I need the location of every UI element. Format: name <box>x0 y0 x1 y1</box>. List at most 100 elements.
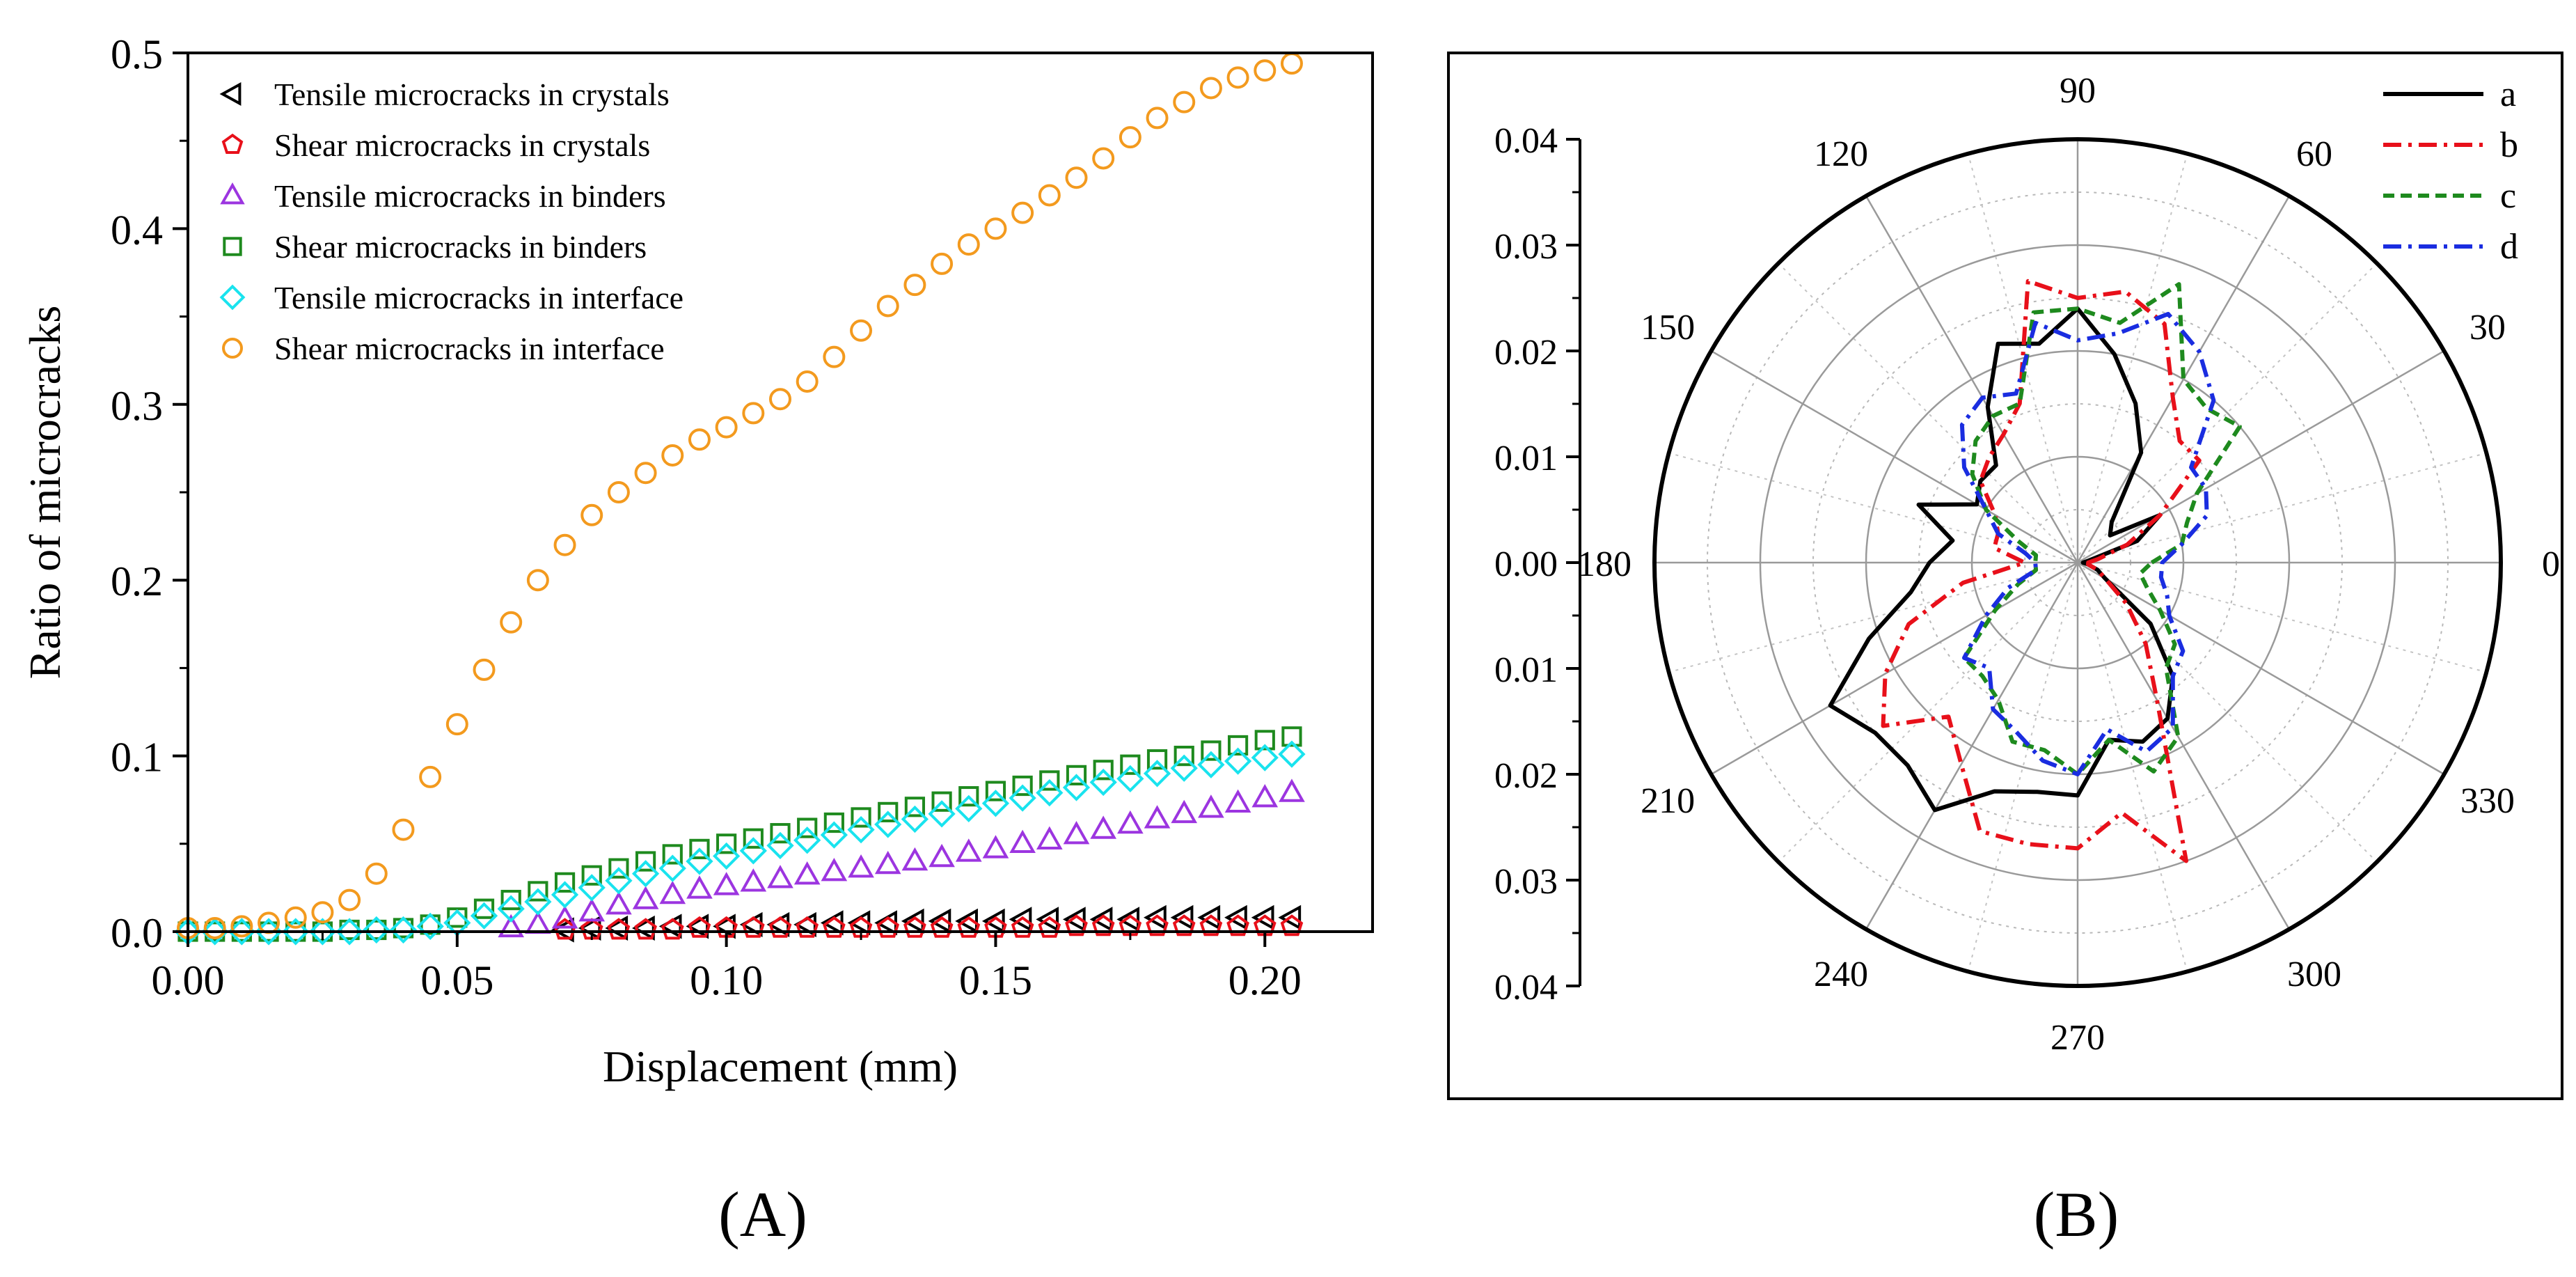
data-point <box>1198 794 1224 818</box>
data-point <box>688 916 711 938</box>
data-point <box>392 818 415 841</box>
data-point <box>1062 907 1086 932</box>
data-point <box>1144 904 1167 930</box>
y-tick-label: 0.0 <box>111 910 163 956</box>
panel-b-angle-labels: 0 30 60 90 120 150 180 210 240 270 300 330 <box>1577 71 2560 1058</box>
data-point <box>311 901 334 924</box>
data-point <box>820 821 848 849</box>
data-point <box>851 807 871 828</box>
data-point <box>928 908 951 934</box>
data-point <box>1170 904 1194 930</box>
angle-label: 30 <box>2470 308 2506 347</box>
data-point <box>901 805 929 833</box>
data-point <box>470 902 498 930</box>
data-point <box>1278 740 1306 768</box>
data-point <box>634 918 657 940</box>
data-point <box>581 865 602 886</box>
angle-label: 120 <box>1814 134 1868 174</box>
data-point <box>1063 821 1090 845</box>
data-point <box>473 658 496 681</box>
legend-entry: c <box>2383 176 2516 216</box>
polar-minor-spoke <box>1967 153 2078 563</box>
data-point <box>659 880 686 904</box>
data-point <box>1251 784 1279 808</box>
data-point <box>1173 91 1196 113</box>
polar-minor-spoke <box>1778 562 2078 863</box>
data-point <box>1036 907 1059 932</box>
legend-label: Shear microcracks in crystals <box>274 127 650 163</box>
legend-marker <box>223 237 242 256</box>
data-point <box>931 252 954 275</box>
polar-series-a-line <box>1828 306 2175 813</box>
legend-entry: d <box>2383 227 2518 267</box>
data-point <box>1143 760 1171 788</box>
data-point <box>497 895 525 923</box>
polar-major-spoke <box>1710 561 2078 776</box>
data-point <box>1170 754 1198 782</box>
data-point <box>1251 744 1279 771</box>
data-point <box>981 790 1010 817</box>
angle-label: 180 <box>1577 545 1631 584</box>
data-point <box>1117 810 1144 834</box>
polar-minor-spoke <box>2077 263 2378 563</box>
x-tick-label: 0.10 <box>690 957 763 1003</box>
data-point <box>284 906 307 929</box>
data-point <box>553 533 576 556</box>
data-point <box>1224 747 1252 775</box>
data-point <box>416 912 444 941</box>
data-point <box>686 875 713 899</box>
data-point <box>1227 735 1249 756</box>
panel-b-chart: 0.04 0.03 0.02 0.01 0.00 0.01 0.02 0.03 0.04 0 30… <box>1447 52 2563 1100</box>
data-point <box>1146 107 1169 130</box>
panel-a-chart: 0.00 0.05 0.10 0.15 0.20 0.0 0.1 0.2 0.3 0.4 0.5 D… <box>20 31 1374 1091</box>
data-point <box>634 462 657 485</box>
data-point <box>661 444 684 467</box>
polar-major-spoke <box>1710 350 2078 564</box>
series-square-markers <box>177 726 1302 942</box>
data-point <box>1279 778 1305 802</box>
legend-label: a <box>2500 75 2516 114</box>
data-point <box>498 914 525 938</box>
legend-entry: Tensile microcracks in binders <box>220 178 666 214</box>
data-point <box>500 889 521 911</box>
data-point <box>903 274 926 297</box>
panel-a-markers <box>174 52 1306 946</box>
data-point <box>1120 754 1141 775</box>
y-tick-label: 0.5 <box>111 31 163 77</box>
data-point <box>1092 147 1115 170</box>
radial-tick-label: 0.00 <box>1494 545 1558 584</box>
legend-label: d <box>2500 227 2518 267</box>
x-tick-label: 0.00 <box>152 957 225 1003</box>
data-point <box>740 868 767 892</box>
data-point <box>1036 826 1063 849</box>
data-point <box>419 765 442 788</box>
data-point <box>606 891 632 915</box>
data-point <box>605 867 633 895</box>
data-point <box>631 860 660 888</box>
data-point <box>605 915 629 941</box>
data-point <box>228 918 255 946</box>
panel-a-ticks: 0.00 0.05 0.10 0.15 0.20 0.0 0.1 0.2 0.3 0.4 0.5 <box>111 31 1302 1003</box>
data-point <box>578 915 601 941</box>
polar-major-spoke <box>1865 562 2079 930</box>
data-point <box>338 888 361 911</box>
data-point <box>365 862 388 885</box>
data-point <box>1226 914 1249 937</box>
data-point <box>230 915 253 938</box>
data-point <box>632 886 659 909</box>
data-point <box>1280 914 1304 937</box>
x-tick-label: 0.15 <box>959 957 1032 1003</box>
data-point <box>607 481 630 503</box>
data-point <box>553 918 576 940</box>
data-point <box>1226 66 1249 89</box>
data-point <box>958 786 979 807</box>
legend-marker <box>219 284 246 311</box>
data-point <box>823 812 844 833</box>
data-point <box>955 908 978 934</box>
y-tick-label: 0.3 <box>111 383 163 429</box>
y-tick-label: 0.2 <box>111 558 163 604</box>
panel-b-frame <box>1447 52 2563 1100</box>
data-point <box>793 861 821 885</box>
